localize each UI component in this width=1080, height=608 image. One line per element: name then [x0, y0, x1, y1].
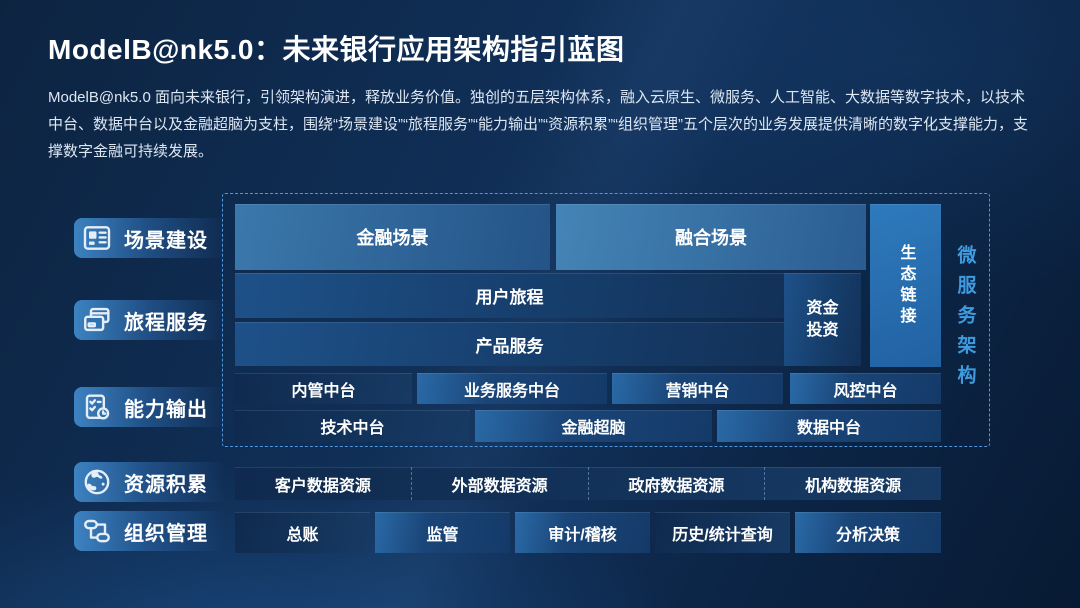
sidebar-item-capability-output: 能力输出 — [74, 387, 226, 427]
box-general-ledger: 总账 — [235, 512, 370, 553]
segment-government-data: 政府数据资源 — [589, 467, 766, 500]
box-audit: 审计/稽核 — [515, 512, 650, 553]
box-risk-control-platform: 风控中台 — [790, 373, 941, 404]
box-business-service-platform: 业务服务中台 — [417, 373, 607, 404]
page-title: ModelB@nk5.0：未来银行应用架构指引蓝图 — [48, 34, 625, 65]
sidebar-item-journey-services: 旅程服务 — [74, 300, 226, 340]
data-resources-bar: 客户数据资源 外部数据资源 政府数据资源 机构数据资源 — [235, 467, 941, 500]
box-funding-investment: 资金投资 — [784, 273, 861, 366]
box-internal-mgmt-platform: 内管中台 — [235, 373, 412, 404]
org-chart-icon — [84, 519, 110, 543]
sidebar-item-scene-building: 场景建设 — [74, 218, 226, 258]
box-financial-scene: 金融场景 — [235, 204, 550, 270]
segment-institution-data: 机构数据资源 — [805, 477, 902, 495]
sidebar-item-organization-management: 组织管理 — [74, 511, 226, 551]
segment-external-data: 外部数据资源 — [412, 467, 589, 500]
sidebar-item-label: 旅程服务 — [124, 311, 208, 334]
box-technology-platform: 技术中台 — [235, 410, 470, 442]
box-ecosystem-link: 生态链接 — [870, 204, 941, 367]
sidebar-item-resource-accumulation: 资源积累 — [74, 462, 226, 502]
description-paragraph: ModelB@nk5.0 面向未来银行，引领架构演进，释放业务价值。独创的五层架… — [48, 89, 1028, 160]
box-financial-superbrain: 金融超脑 — [475, 410, 712, 442]
box-data-platform: 数据中台 — [717, 410, 941, 442]
architecture-frame: 金融场景 融合场景 生态链接 用户旅程 产品服务 资金投资 内管中台 业务服务中… — [222, 193, 990, 447]
journey-cards-icon — [84, 307, 110, 332]
box-product-service: 产品服务 — [235, 322, 784, 366]
globe-icon — [84, 469, 110, 495]
box-marketing-platform: 营销中台 — [612, 373, 783, 404]
sidebar-item-label: 资源积累 — [124, 473, 208, 496]
microservice-architecture-label: 微服务架构 — [954, 245, 976, 395]
sidebar-item-label: 能力输出 — [124, 398, 208, 421]
box-history-stats-query: 历史/统计查询 — [655, 512, 790, 553]
box-analysis-decision: 分析决策 — [795, 512, 941, 553]
funding-label: 资金投资 — [806, 299, 839, 339]
checklist-clock-icon — [85, 394, 110, 420]
segment-customer-data: 客户数据资源 — [235, 467, 412, 500]
sidebar-item-label: 场景建设 — [124, 229, 208, 252]
box-fusion-scene: 融合场景 — [556, 204, 866, 270]
dashboard-icon — [83, 226, 111, 250]
box-user-journey: 用户旅程 — [235, 273, 784, 318]
sidebar-item-label: 组织管理 — [124, 522, 208, 545]
box-regulation: 监管 — [375, 512, 510, 553]
